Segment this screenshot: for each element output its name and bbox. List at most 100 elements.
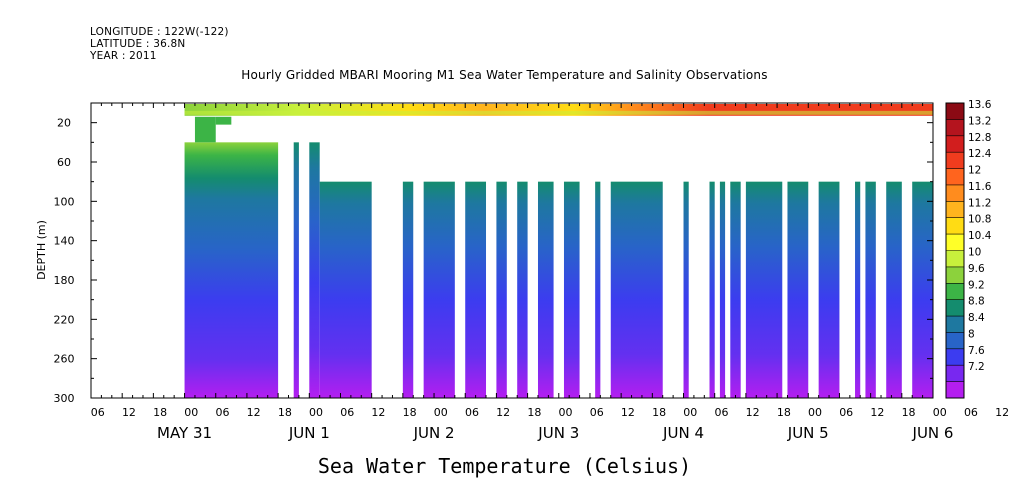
x-hour-label: 12	[746, 406, 760, 419]
data-column	[402, 181, 414, 398]
data-column	[309, 142, 320, 398]
x-hour-label: 18	[278, 406, 292, 419]
x-day-label: JUN 1	[288, 424, 330, 442]
colorbar-swatch	[946, 168, 964, 186]
colorbar-swatch	[946, 266, 964, 284]
x-hour-label: 00	[559, 406, 573, 419]
colorbar-label: 8.4	[968, 312, 985, 324]
colorbar-label: 10	[968, 247, 981, 259]
x-hour-label: 00	[434, 406, 448, 419]
data-column	[184, 142, 279, 398]
data-column	[745, 181, 783, 398]
colorbar-swatch	[946, 381, 964, 399]
surface-band	[184, 104, 934, 116]
x-hour-label: 06	[465, 406, 479, 419]
colorbar-swatch	[946, 234, 964, 251]
colorbar-swatch	[946, 184, 964, 202]
colorbar-swatch	[946, 348, 964, 366]
colorbar-swatch	[946, 316, 964, 333]
data-column	[730, 181, 741, 398]
x-hour-label: 00	[683, 406, 697, 419]
y-tick-label: 20	[57, 117, 71, 130]
data-column	[709, 181, 715, 398]
colorbar-label: 8.8	[968, 296, 985, 308]
x-hour-label: 00	[933, 406, 947, 419]
x-day-label: JUN 5	[787, 424, 829, 442]
data-column	[423, 181, 455, 398]
colorbar-swatch	[946, 283, 964, 301]
data-column	[818, 181, 840, 398]
data-column	[537, 181, 554, 398]
data-column	[787, 181, 809, 398]
data-column	[719, 181, 726, 398]
plot-frame	[90, 102, 934, 399]
x-day-label: JUN 3	[537, 424, 579, 442]
colorbar-label: 12	[968, 165, 981, 177]
x-hour-label: 18	[652, 406, 666, 419]
surface-lower-layer	[184, 110, 934, 115]
colorbar: 13.6 13.2 12.8 12.4 12 11.6 11.2 10.8 10.4 10 9.6 9…	[945, 99, 992, 399]
y-tick-label: 100	[54, 195, 75, 208]
data-column	[293, 142, 299, 398]
colorbar-swatch	[946, 103, 964, 120]
latitude-label: LATITUDE : 36.8N	[90, 38, 186, 50]
colorbar-label: 12.8	[968, 132, 991, 144]
data-column	[595, 181, 601, 398]
data-column	[319, 181, 372, 398]
x-hour-label: 00	[808, 406, 822, 419]
surface-temperature-band	[184, 104, 934, 116]
colorbar-swatch	[946, 135, 964, 153]
x-hour-label: 00	[309, 406, 323, 419]
x-day-label: JUN 2	[413, 424, 455, 442]
colorbar-swatch	[946, 201, 964, 219]
colorbar-swatch	[946, 250, 964, 268]
x-hour-label: 06	[964, 406, 978, 419]
colorbar-label: 13.2	[968, 115, 991, 127]
data-column	[610, 181, 663, 398]
chart-title: Hourly Gridded MBARI Mooring M1 Sea Wate…	[241, 68, 768, 82]
x-day-label: MAY 31	[157, 424, 212, 442]
data-column	[563, 181, 580, 398]
x-hour-label: 06	[714, 406, 728, 419]
colorbar-label: 7.2	[968, 361, 985, 373]
colorbar-label: 12.4	[968, 148, 992, 160]
colorbar-label: 13.6	[968, 99, 992, 111]
y-tick-label: 140	[54, 235, 75, 248]
near-surface-patch	[194, 116, 216, 143]
y-tick-label: 60	[57, 156, 71, 169]
colorbar-label: 8	[968, 328, 975, 340]
y-axis-label: DEPTH (m)	[35, 220, 48, 280]
longitude-label: LONGITUDE : 122W(-122)	[90, 26, 229, 38]
x-hour-label: 06	[590, 406, 604, 419]
x-hour-label: 18	[153, 406, 167, 419]
x-hour-label: 06	[340, 406, 354, 419]
x-hour-label: 12	[496, 406, 510, 419]
y-tick-label: 180	[54, 274, 75, 287]
colorbar-label: 9.2	[968, 279, 985, 291]
x-hour-label: 18	[403, 406, 417, 419]
x-hour-label: 06	[215, 406, 229, 419]
colorbar-label: 7.6	[968, 345, 985, 357]
data-column	[886, 181, 902, 398]
year-label: YEAR : 2011	[90, 50, 157, 62]
x-hour-label: 18	[777, 406, 791, 419]
colorbar-swatch	[946, 365, 964, 383]
colorbar-swatch	[946, 299, 964, 317]
colorbar-label: 11.2	[968, 197, 991, 209]
x-hour-label: 12	[122, 406, 136, 419]
x-day-label: JUN 6	[912, 424, 954, 442]
x-axis: 06 12 18 00 06 12 18 00 06 12 18 00 06 12 18 00 06 12 18 00…	[90, 103, 1009, 442]
colorbar-label: 9.6	[968, 263, 985, 275]
colorbar-swatch	[946, 217, 964, 235]
data-column	[683, 181, 689, 398]
x-hour-label: 12	[995, 406, 1009, 419]
data-column	[465, 181, 487, 398]
heatmap-field	[184, 116, 933, 398]
x-hour-label: 12	[621, 406, 635, 419]
data-column	[912, 181, 933, 398]
x-hour-label: 06	[839, 406, 853, 419]
colorbar-swatch	[946, 332, 964, 350]
x-hour-label: 12	[870, 406, 884, 419]
data-column	[855, 181, 861, 398]
